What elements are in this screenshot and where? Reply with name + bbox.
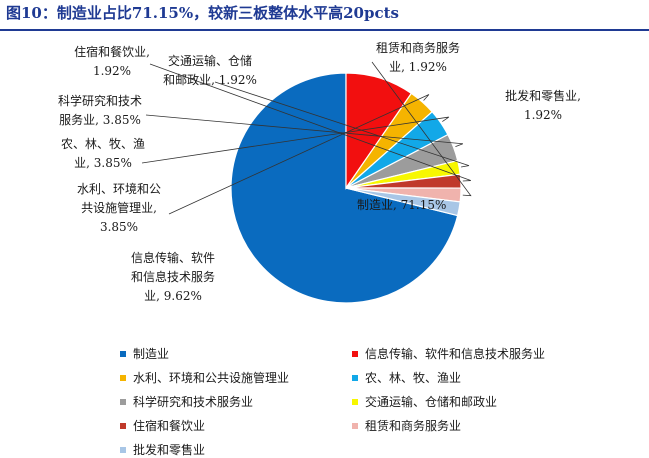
- data-label: 租赁和商务服务业, 1.92%: [376, 40, 460, 74]
- data-label: 水利、环境和公共设施管理业, 3.85%: [77, 181, 161, 234]
- legend-swatch: [352, 422, 358, 429]
- leader-line: [149, 63, 471, 182]
- legend-label: 制造业: [133, 347, 170, 361]
- legend-swatch: [120, 398, 126, 405]
- pie-slice: [230, 72, 459, 304]
- legend-swatch: [120, 446, 126, 453]
- data-label: 制造业, 71.15%: [357, 198, 446, 212]
- legend-label: 交通运输、仓储和邮政业: [365, 395, 498, 409]
- pie-chart: 制造业, 71.15% 信息传输、软件和信息技术服务业, 9.62% 水利、环境和公…: [58, 40, 581, 304]
- data-label: 批发和零售业, 1.92%: [505, 88, 581, 122]
- data-label: 交通运输、仓储和邮政业, 1.92%: [163, 53, 257, 87]
- data-label: 科学研究和技术服务业, 3.85%: [58, 93, 142, 127]
- legend-item: 租赁和商务服务业: [352, 417, 461, 434]
- legend-swatch: [352, 398, 358, 405]
- leader-line: [168, 94, 430, 215]
- legend-item: 批发和零售业: [120, 441, 205, 458]
- legend-label: 租赁和商务服务业: [365, 419, 462, 433]
- leader-line: [141, 116, 450, 164]
- leader-line: [145, 114, 464, 147]
- legend-item: 水利、环境和公共设施管理业: [120, 369, 289, 386]
- figure-title: 图10：制造业占比71.15%，较新三板整体水平高20pcts: [6, 4, 399, 22]
- legend-swatch: [120, 422, 126, 429]
- data-label: 住宿和餐饮业, 1.92%: [74, 44, 150, 78]
- title-rule: [0, 29, 649, 31]
- legend-label: 水利、环境和公共设施管理业: [133, 371, 290, 385]
- legend-item: 信息传输、软件和信息技术服务业: [352, 345, 545, 362]
- legend-label: 批发和零售业: [133, 443, 206, 457]
- leader-line: [371, 61, 472, 197]
- leader-line: [214, 81, 470, 168]
- legend-label: 农、林、牧、渔业: [365, 371, 462, 385]
- pie-slice: [345, 187, 461, 217]
- legend-item: 交通运输、仓储和邮政业: [352, 393, 497, 410]
- legend-label: 信息传输、软件和信息技术服务业: [365, 347, 546, 361]
- legend-swatch: [352, 374, 358, 381]
- legend-swatch: [352, 350, 358, 357]
- data-label: 农、林、牧、渔业, 3.85%: [61, 137, 145, 170]
- legend-item: 制造业: [120, 345, 169, 362]
- legend-swatch: [120, 350, 126, 357]
- data-label: 信息传输、软件和信息技术服务业, 9.62%: [131, 250, 215, 303]
- legend-label: 住宿和餐饮业: [133, 419, 206, 433]
- legend-item: 住宿和餐饮业: [120, 417, 205, 434]
- legend-item: 农、林、牧、渔业: [352, 369, 461, 386]
- legend-label: 科学研究和技术服务业: [133, 395, 254, 409]
- legend-swatch: [120, 374, 126, 381]
- legend-item: 科学研究和技术服务业: [120, 393, 253, 410]
